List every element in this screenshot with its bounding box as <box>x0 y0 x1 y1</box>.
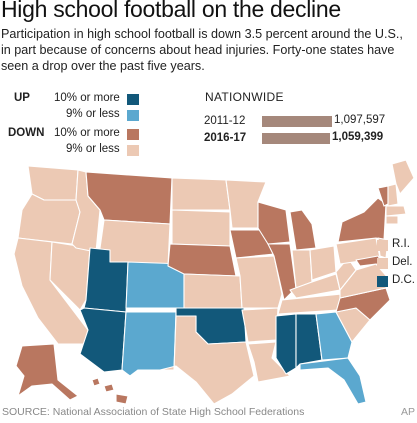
state-indiana <box>291 249 313 289</box>
state-hawaii-1 <box>91 377 101 387</box>
state-alaska <box>15 343 79 401</box>
legend-down-label: DOWN <box>8 127 45 139</box>
state-nebraska <box>167 243 237 277</box>
ri-swatch <box>377 240 388 251</box>
legend-down-strong-label: 10% or more <box>54 127 120 139</box>
credit: AP <box>401 406 416 418</box>
legend-up-weak-swatch <box>127 110 139 121</box>
state-mississippi <box>275 313 297 375</box>
legend-up-weak-label: 9% or less <box>66 108 120 120</box>
nationwide-year-2016: 2016-17 <box>204 132 247 144</box>
us-map <box>13 159 415 405</box>
state-washington <box>27 165 79 201</box>
state-massachusetts <box>385 205 407 217</box>
nationwide-panel: NATIONWIDE 2011-12 1,097,597 2016-17 1,0… <box>201 90 413 152</box>
state-georgia <box>315 311 353 361</box>
state-new-hampshire <box>387 183 399 207</box>
state-new-york <box>337 197 387 243</box>
small-state-ri-label: R.I. <box>392 238 410 250</box>
state-michigan <box>289 209 317 251</box>
state-arkansas <box>241 307 279 343</box>
dc-swatch <box>377 276 388 287</box>
state-wisconsin <box>257 201 291 245</box>
state-illinois <box>267 243 297 301</box>
state-south-dakota <box>171 209 231 247</box>
legend-up-strong-swatch <box>127 94 139 105</box>
source-note: SOURCE: National Association of State Hi… <box>2 406 305 418</box>
state-texas <box>159 315 255 405</box>
nationwide-year-2011: 2011-12 <box>204 115 246 127</box>
legend: UP 10% or more 9% or less DOWN 10% or mo… <box>8 91 190 161</box>
page-title: High school football on the decline <box>1 0 341 22</box>
legend-down-strong-swatch <box>127 129 139 140</box>
state-north-dakota <box>171 177 231 211</box>
nationwide-row-2011: 2011-12 1,097,597 <box>204 114 409 130</box>
nationwide-bar-2011 <box>262 116 332 127</box>
nationwide-value-2011: 1,097,597 <box>334 114 386 126</box>
small-state-del-label: Del. <box>392 256 413 268</box>
nationwide-heading: NATIONWIDE <box>205 90 284 104</box>
state-new-mexico <box>121 311 177 377</box>
state-hawaii-2 <box>103 383 115 393</box>
legend-down-weak-label: 9% or less <box>66 143 120 155</box>
state-maine <box>391 159 415 195</box>
state-missouri <box>235 255 283 309</box>
state-connecticut <box>385 215 399 225</box>
nationwide-value-2016: 1,059,399 <box>332 131 384 143</box>
state-arizona <box>79 307 127 373</box>
state-oregon <box>17 193 81 245</box>
legend-down-weak-swatch <box>127 145 139 156</box>
legend-up-label: UP <box>14 92 30 104</box>
nationwide-row-2016: 2016-17 1,059,399 <box>204 131 409 147</box>
state-hawaii-3 <box>115 393 129 405</box>
state-kansas <box>183 273 243 309</box>
nationwide-bar-2016 <box>262 133 330 144</box>
del-swatch <box>377 258 388 269</box>
legend-up-strong-label: 10% or more <box>54 92 120 104</box>
state-alabama <box>295 313 323 369</box>
page-subtitle: Participation in high school football is… <box>1 27 403 73</box>
state-florida <box>299 357 367 405</box>
small-state-dc-label: D.C. <box>392 274 415 286</box>
